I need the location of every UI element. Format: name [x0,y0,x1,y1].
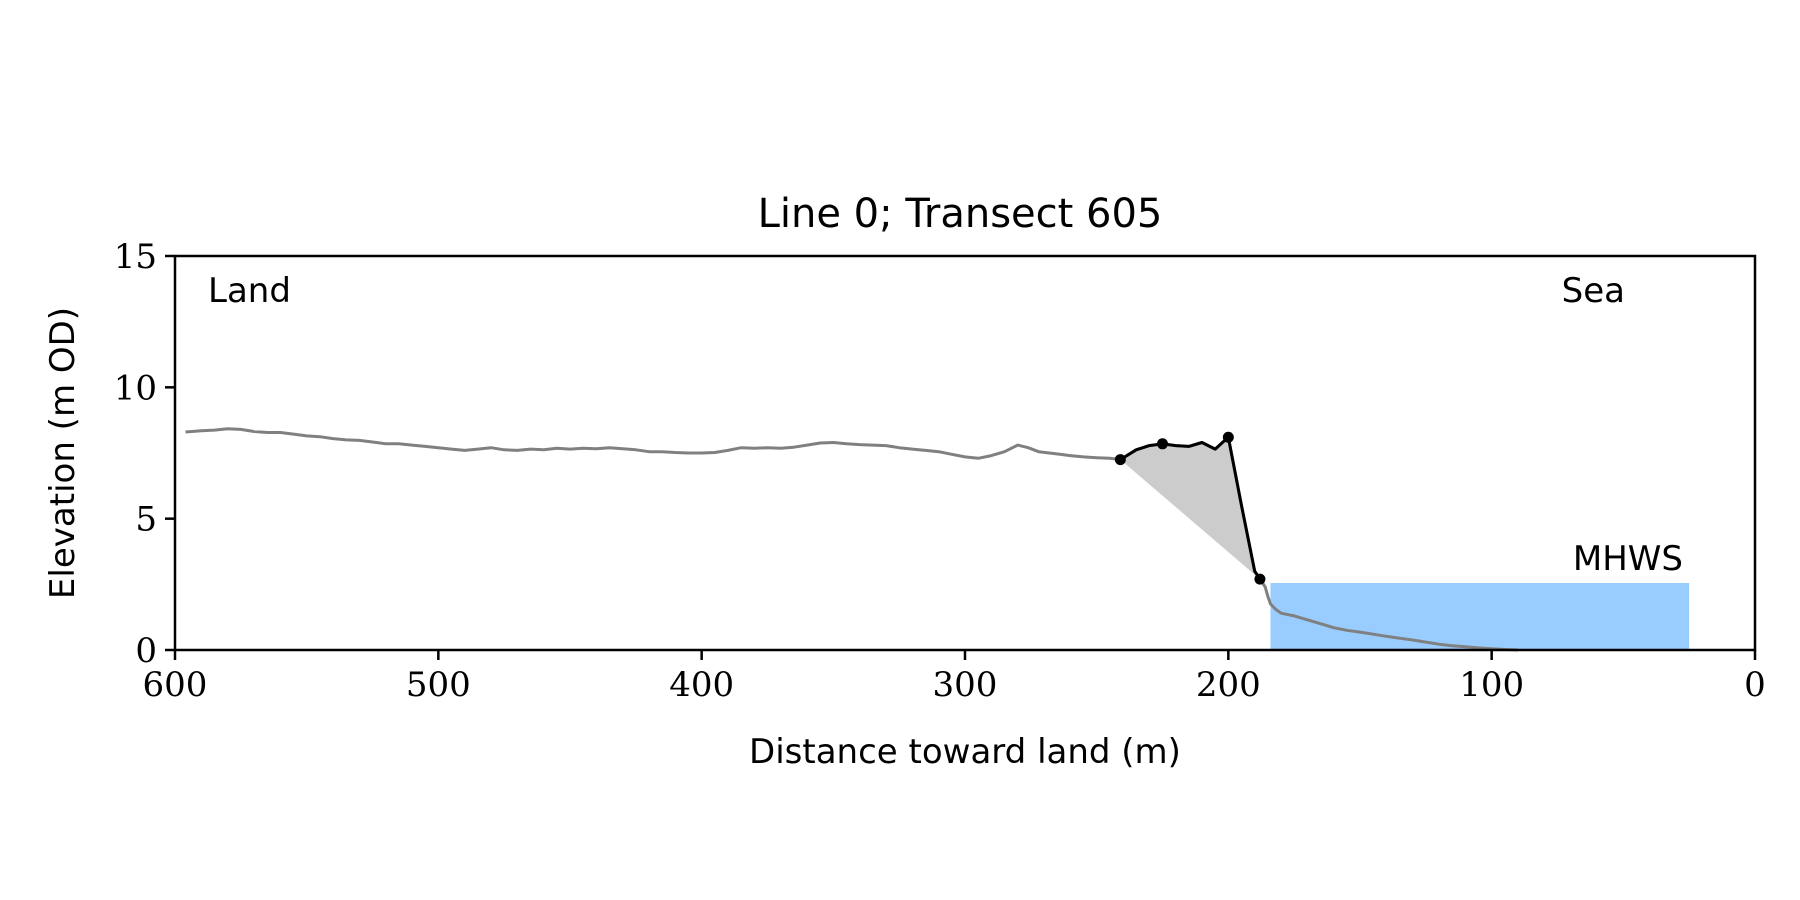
cliff-marker-3 [1254,573,1266,585]
cliff-area-fill [1120,437,1260,580]
cliff-line [1119,435,1262,580]
y-axis-label: Elevation (m OD) [43,307,83,599]
y-tick-label: 5 [135,500,157,540]
x-tick-label: 400 [669,665,734,705]
x-tick-label: 600 [143,665,208,705]
land-label: Land [208,271,291,311]
profile-line [185,427,1519,652]
y-tick-label: 10 [114,368,157,408]
sea-label: Sea [1562,271,1625,311]
x-axis: 600 500 400 300 200 100 0 [143,650,1766,705]
x-axis-label: Distance toward land (m) [749,732,1181,772]
x-tick-label: 0 [1744,665,1766,705]
x-tick-label: 100 [1459,665,1524,705]
cliff-marker-0 [1114,454,1126,466]
mhws-band [1270,583,1690,650]
x-tick-label: 200 [1196,665,1261,705]
y-tick-label: 15 [114,237,157,277]
x-tick-label: 500 [406,665,471,705]
mhws-label: MHWS [1573,539,1683,579]
cliff-marker-1 [1157,438,1168,450]
plot-area [185,427,1690,652]
x-tick-label: 300 [933,665,998,705]
y-axis: 0 5 10 15 [114,237,175,671]
y-tick-label: 0 [135,631,157,671]
cliff-marker-2 [1222,431,1234,443]
chart-title: Line 0; Transect 605 [758,191,1163,237]
